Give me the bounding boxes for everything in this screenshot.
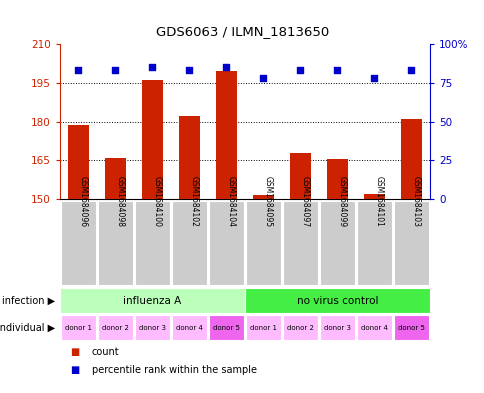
Text: GSM1684099: GSM1684099 (337, 176, 346, 227)
Bar (393, 315, 428, 340)
Bar (327, 159, 347, 199)
Text: donor 2: donor 2 (287, 325, 313, 331)
Bar (320, 201, 354, 285)
Text: ■: ■ (70, 365, 79, 375)
Bar (105, 158, 125, 199)
Text: donor 3: donor 3 (139, 325, 166, 331)
Bar (283, 201, 317, 285)
Text: GSM1684098: GSM1684098 (115, 176, 124, 227)
Bar (135, 315, 169, 340)
Bar (135, 201, 169, 285)
Bar (253, 195, 273, 199)
Point (222, 64, 230, 70)
Text: GSM1684103: GSM1684103 (410, 176, 420, 227)
Text: GDS6063 / ILMN_1813650: GDS6063 / ILMN_1813650 (155, 25, 329, 38)
Point (148, 64, 156, 70)
Point (333, 67, 341, 73)
Text: donor 2: donor 2 (102, 325, 129, 331)
Bar (209, 201, 243, 285)
Bar (246, 315, 280, 340)
Bar (283, 315, 317, 340)
Point (185, 67, 193, 73)
Point (75, 67, 82, 73)
Text: no virus control: no virus control (296, 296, 378, 305)
Text: donor 5: donor 5 (212, 325, 240, 331)
Bar (142, 80, 162, 199)
Bar (357, 315, 391, 340)
Text: percentile rank within the sample: percentile rank within the sample (91, 365, 256, 375)
Bar (98, 315, 132, 340)
Text: GSM1684102: GSM1684102 (189, 176, 198, 227)
Bar (61, 201, 95, 285)
Bar (245, 288, 429, 313)
Text: GSM1684096: GSM1684096 (78, 176, 87, 227)
Bar (290, 152, 310, 199)
Bar (357, 201, 391, 285)
Bar (246, 201, 280, 285)
Text: donor 1: donor 1 (249, 325, 276, 331)
Text: GSM1684104: GSM1684104 (226, 176, 235, 227)
Bar (172, 315, 206, 340)
Point (407, 67, 414, 73)
Bar (61, 315, 95, 340)
Bar (216, 71, 236, 199)
Text: donor 1: donor 1 (65, 325, 92, 331)
Point (296, 67, 304, 73)
Text: GSM1684095: GSM1684095 (263, 176, 272, 227)
Text: GSM1684101: GSM1684101 (374, 176, 383, 227)
Text: count: count (91, 347, 119, 357)
Bar (393, 201, 428, 285)
Text: infection ▶: infection ▶ (2, 296, 55, 305)
Text: donor 3: donor 3 (323, 325, 350, 331)
Text: donor 4: donor 4 (176, 325, 202, 331)
Bar (400, 119, 421, 199)
Bar (98, 201, 132, 285)
Bar (179, 116, 199, 199)
Bar (209, 315, 243, 340)
Bar (320, 315, 354, 340)
Bar (172, 201, 206, 285)
Text: donor 5: donor 5 (397, 325, 424, 331)
Text: donor 4: donor 4 (360, 325, 387, 331)
Point (111, 67, 119, 73)
Point (259, 75, 267, 81)
Text: GSM1684097: GSM1684097 (300, 176, 309, 227)
Text: individual ▶: individual ▶ (0, 323, 55, 332)
Point (370, 75, 378, 81)
Text: GSM1684100: GSM1684100 (152, 176, 161, 227)
Bar (363, 194, 384, 199)
Text: ■: ■ (70, 347, 79, 357)
Bar (68, 125, 89, 199)
Text: influenza A: influenza A (123, 296, 181, 305)
Bar (60, 288, 244, 313)
